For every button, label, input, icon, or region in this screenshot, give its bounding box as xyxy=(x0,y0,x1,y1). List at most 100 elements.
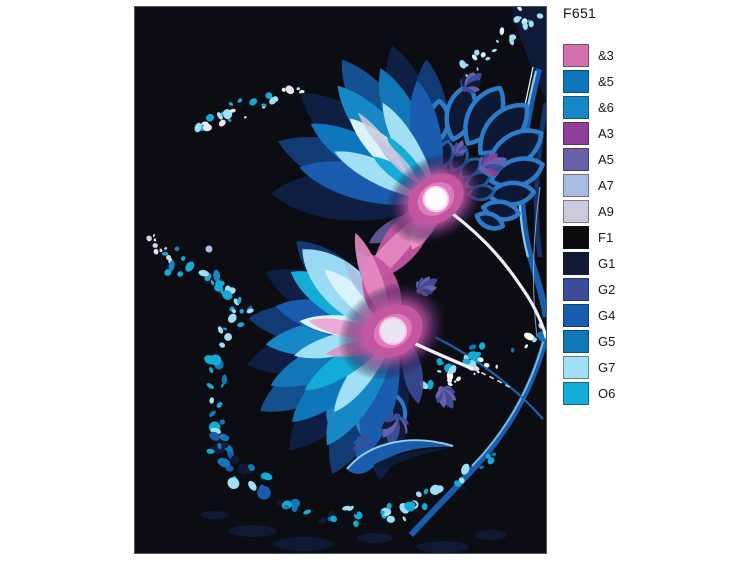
speckle xyxy=(342,505,351,511)
color-code-label: G2 xyxy=(598,282,616,297)
speckle xyxy=(434,485,444,494)
speckle xyxy=(180,256,186,261)
crescent-highlight xyxy=(346,439,454,470)
reflection xyxy=(273,537,333,551)
speckle xyxy=(427,379,434,390)
speckle xyxy=(146,235,152,242)
color-code-label: G4 xyxy=(598,308,616,323)
color-swatch xyxy=(563,122,589,145)
color-swatch xyxy=(563,44,589,67)
speckle xyxy=(219,342,226,348)
speckle xyxy=(386,515,395,523)
speckle xyxy=(205,245,213,253)
speckle xyxy=(285,85,295,95)
speckle xyxy=(257,485,271,500)
petal-loop xyxy=(474,211,506,231)
legend-item: G5 xyxy=(563,330,615,353)
speckle xyxy=(347,505,354,511)
speckle xyxy=(216,401,223,408)
speckle xyxy=(472,351,482,358)
speckle xyxy=(227,118,232,122)
speckle xyxy=(224,333,232,341)
thin-stem xyxy=(532,186,541,338)
speckle xyxy=(243,116,247,119)
speckle xyxy=(152,233,156,237)
legend-item: &3 xyxy=(563,44,615,67)
speckle xyxy=(217,457,231,468)
legend-item: G1 xyxy=(563,252,615,275)
fern-core xyxy=(364,436,370,442)
speckle xyxy=(261,472,273,481)
speckle xyxy=(479,465,484,469)
speckle xyxy=(491,452,497,457)
speckle xyxy=(455,376,462,382)
speckle xyxy=(461,463,470,475)
color-swatch xyxy=(563,278,589,301)
stem-highlight xyxy=(471,338,545,467)
reflection xyxy=(417,541,469,553)
kit-code: F651 xyxy=(563,5,597,21)
crescent-shadow xyxy=(373,448,449,470)
flower-artwork xyxy=(135,7,546,553)
speckle xyxy=(177,271,184,277)
speckle xyxy=(246,308,254,314)
fern-core xyxy=(438,386,444,392)
legend-item: &5 xyxy=(563,70,615,93)
speckle xyxy=(473,372,476,376)
speckle xyxy=(499,27,505,36)
speckle xyxy=(478,342,486,350)
speckle xyxy=(237,296,242,305)
speckle xyxy=(477,357,484,363)
speckle xyxy=(303,509,312,515)
color-swatch xyxy=(563,226,589,249)
speckle xyxy=(404,501,416,512)
speckle xyxy=(210,279,215,286)
flower-stem xyxy=(436,201,546,339)
color-swatch xyxy=(563,252,589,275)
speckle xyxy=(462,358,471,365)
speckle xyxy=(485,453,491,459)
speckle xyxy=(532,337,537,343)
color-code-label: A7 xyxy=(598,178,614,193)
speckle xyxy=(485,56,491,61)
speckle xyxy=(523,332,535,341)
speckle xyxy=(206,448,215,454)
legend-item: A7 xyxy=(563,174,615,197)
color-swatch xyxy=(563,330,589,353)
speckle xyxy=(222,327,228,331)
speckle xyxy=(166,254,172,261)
reflection xyxy=(475,530,507,540)
color-code-label: A3 xyxy=(598,126,614,141)
speckle xyxy=(214,283,223,292)
speckle xyxy=(269,96,277,105)
flower-stem xyxy=(472,368,512,389)
speckle xyxy=(174,246,180,252)
speckle xyxy=(510,347,515,353)
speckle xyxy=(185,261,195,272)
reflection xyxy=(201,511,229,519)
speckle xyxy=(524,344,529,349)
speckle xyxy=(222,109,233,120)
speckle xyxy=(495,40,499,43)
legend-item: A9 xyxy=(563,200,615,223)
speckle xyxy=(458,477,465,484)
speckle xyxy=(453,480,462,487)
speckle xyxy=(474,49,480,56)
fern-core xyxy=(393,413,401,421)
color-code-label: &6 xyxy=(598,100,614,115)
speckle xyxy=(206,113,215,122)
legend-item: G2 xyxy=(563,278,615,301)
speckle xyxy=(221,383,224,388)
speckle xyxy=(261,103,267,107)
speckle xyxy=(227,313,237,323)
color-code-label: A5 xyxy=(598,152,614,167)
speckle xyxy=(237,98,243,103)
speckle xyxy=(453,380,457,383)
legend-item: O6 xyxy=(563,382,615,405)
speckle xyxy=(230,455,240,464)
speckle xyxy=(265,92,273,99)
speckle xyxy=(153,248,159,255)
legend-item: G4 xyxy=(563,304,615,327)
speckle xyxy=(210,354,222,366)
